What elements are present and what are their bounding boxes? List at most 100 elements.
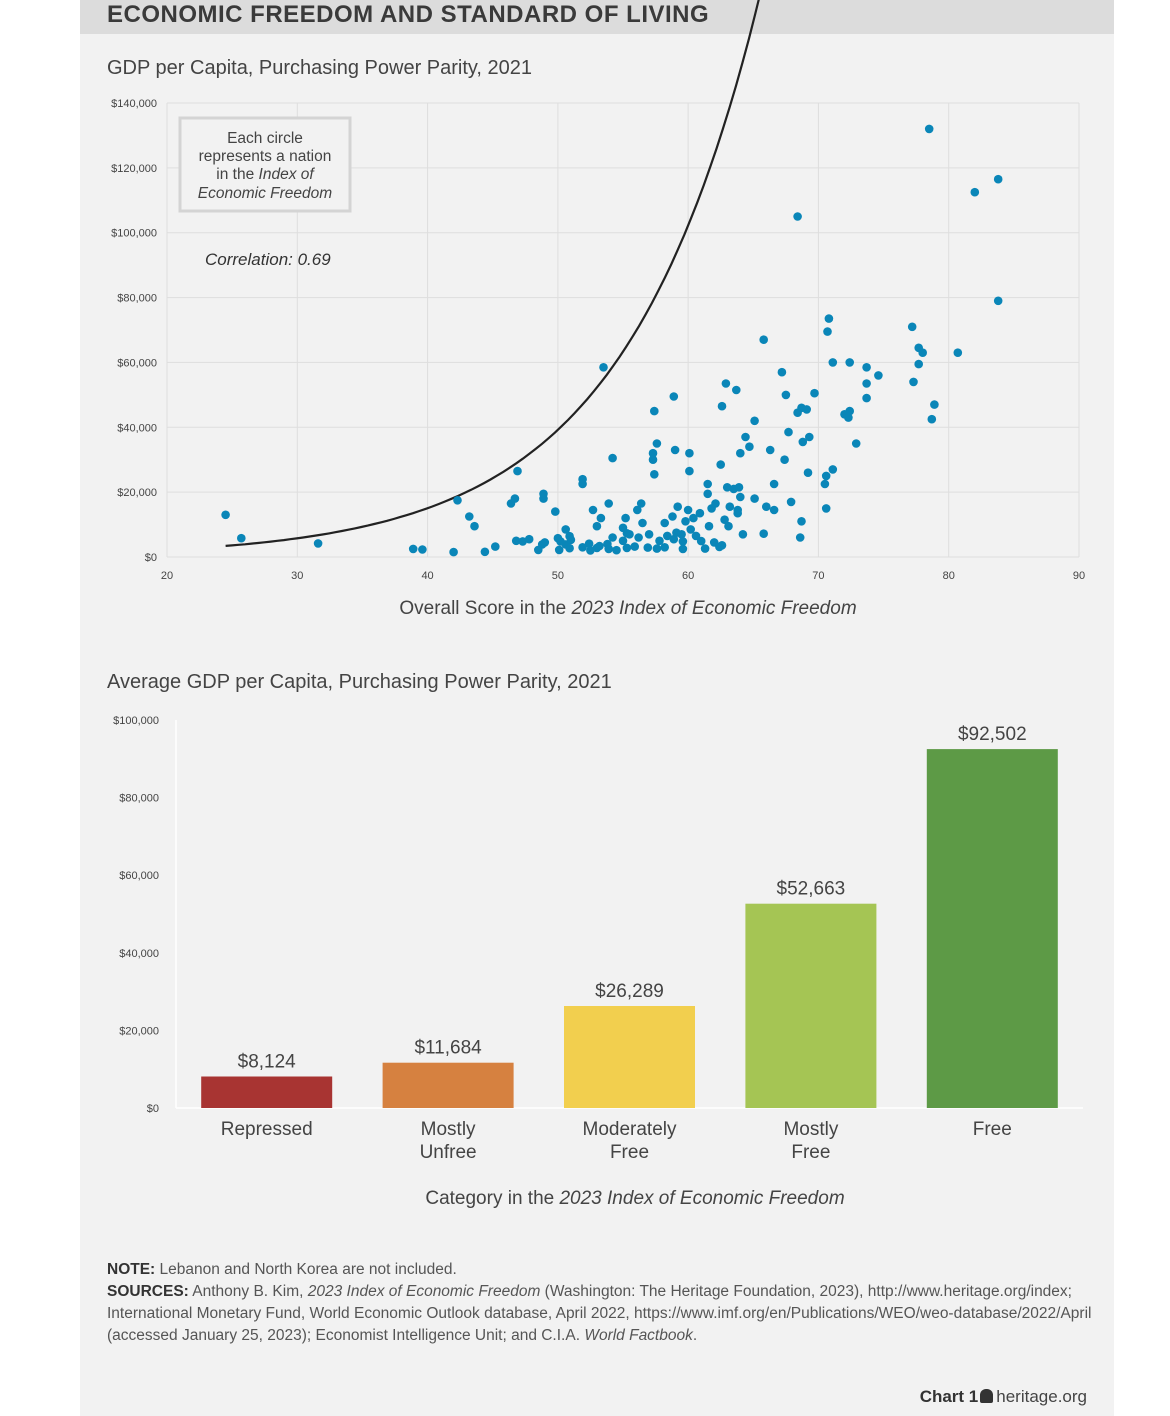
x-axis-label: Overall Score in the 2023 Index of Econo…	[399, 598, 856, 619]
x-tick-label: 20	[161, 570, 173, 582]
y-tick-label: $0	[145, 552, 157, 564]
y-tick-label: $0	[147, 1103, 159, 1115]
data-point	[703, 479, 712, 489]
data-point	[765, 445, 775, 455]
data-point	[633, 505, 642, 515]
data-point	[851, 439, 861, 448]
data-point	[643, 543, 653, 552]
x-axis-label-italic: 2023 Index of Economic Freedom	[570, 598, 856, 619]
data-point	[696, 536, 706, 546]
sources-italic-1: 2023 Index of Economic Freedom	[307, 1283, 541, 1300]
data-point	[650, 470, 659, 479]
data-point	[844, 413, 853, 422]
data-point	[924, 124, 934, 134]
y-tick-label: $100,000	[113, 715, 159, 727]
footer: Chart 1 heritage.org	[920, 1387, 1087, 1407]
data-point	[717, 401, 727, 411]
category-label: Moderately Free	[583, 1119, 677, 1163]
note-text: NOTE: Lebanon and North Korea are not in…	[107, 1259, 1097, 1281]
data-point	[738, 530, 748, 539]
data-point	[724, 521, 733, 531]
category-label-line: Mostly	[421, 1119, 476, 1140]
data-point	[480, 547, 490, 557]
y-tick-label: $20,000	[117, 487, 157, 499]
data-point	[551, 507, 560, 516]
data-point	[798, 437, 808, 447]
bar	[926, 749, 1058, 1108]
data-point	[670, 445, 680, 455]
x-axis-label-italic: 2023 Index of Economic Freedom	[558, 1188, 844, 1209]
data-point	[685, 466, 694, 476]
data-point	[750, 416, 759, 426]
y-tick-label: $120,000	[111, 163, 157, 175]
y-tick-label: $40,000	[117, 422, 157, 434]
data-point	[669, 392, 679, 401]
data-point	[725, 502, 735, 512]
data-point	[700, 544, 710, 553]
data-point	[795, 533, 805, 542]
category-label: Free	[973, 1119, 1012, 1140]
sources-italic-2: World Factbook	[584, 1327, 693, 1344]
data-point	[660, 543, 669, 552]
data-point	[540, 538, 550, 547]
data-point	[636, 499, 646, 508]
data-point	[652, 544, 662, 553]
data-point	[711, 499, 720, 508]
data-point	[691, 531, 701, 541]
chart-panel	[80, 0, 1114, 1416]
x-tick-label: 30	[291, 570, 303, 582]
data-point	[721, 379, 731, 388]
data-point	[828, 465, 838, 474]
data-point	[733, 505, 742, 515]
y-tick-label: $60,000	[119, 870, 159, 882]
data-point	[759, 335, 768, 345]
data-point	[608, 533, 617, 542]
note-body: Lebanon and North Korea are not included…	[155, 1261, 457, 1278]
x-tick-label: 80	[943, 570, 955, 582]
data-point	[862, 393, 871, 403]
data-point	[599, 363, 608, 372]
bar	[201, 1076, 333, 1108]
callout-text: in the	[216, 166, 258, 183]
y-tick-label: $140,000	[111, 98, 157, 110]
data-point	[630, 542, 639, 551]
data-point	[634, 533, 643, 542]
bar	[564, 1006, 695, 1108]
page-title: ECONOMIC FREEDOM AND STANDARD OF LIVING	[107, 1, 710, 28]
bar-value-label: $26,289	[595, 981, 664, 1002]
data-point	[793, 212, 802, 221]
callout-frame	[178, 116, 352, 213]
data-point	[408, 544, 418, 554]
data-point	[695, 508, 705, 518]
data-point	[716, 460, 725, 469]
data-point	[759, 529, 768, 538]
data-point	[652, 439, 662, 448]
y-tick-label: $80,000	[117, 293, 157, 305]
category-label-line: Moderately	[583, 1119, 677, 1140]
data-point	[862, 363, 871, 372]
data-point	[802, 405, 811, 414]
data-point	[470, 521, 479, 531]
data-point	[845, 406, 854, 416]
data-point	[578, 474, 587, 484]
data-point	[453, 496, 462, 505]
bar	[382, 1062, 514, 1108]
data-point	[803, 468, 813, 478]
data-point	[821, 504, 831, 513]
data-point	[625, 530, 634, 539]
callout-line: Each circle	[227, 130, 303, 147]
data-point	[907, 322, 917, 332]
category-label-line: Free	[610, 1142, 649, 1163]
data-point	[663, 531, 672, 541]
data-point	[741, 432, 750, 442]
bar	[745, 903, 877, 1108]
data-point	[769, 505, 779, 515]
note-label: NOTE:	[107, 1261, 156, 1278]
category-label-line: Free	[973, 1119, 1012, 1140]
category-label: Mostly Unfree	[420, 1119, 477, 1163]
site-link[interactable]: heritage.org	[996, 1387, 1087, 1406]
sources-text: SOURCES: Anthony B. Kim, 2023 Index of E…	[107, 1281, 1097, 1347]
data-point	[588, 505, 598, 515]
data-point	[592, 521, 602, 531]
data-point	[914, 359, 923, 369]
